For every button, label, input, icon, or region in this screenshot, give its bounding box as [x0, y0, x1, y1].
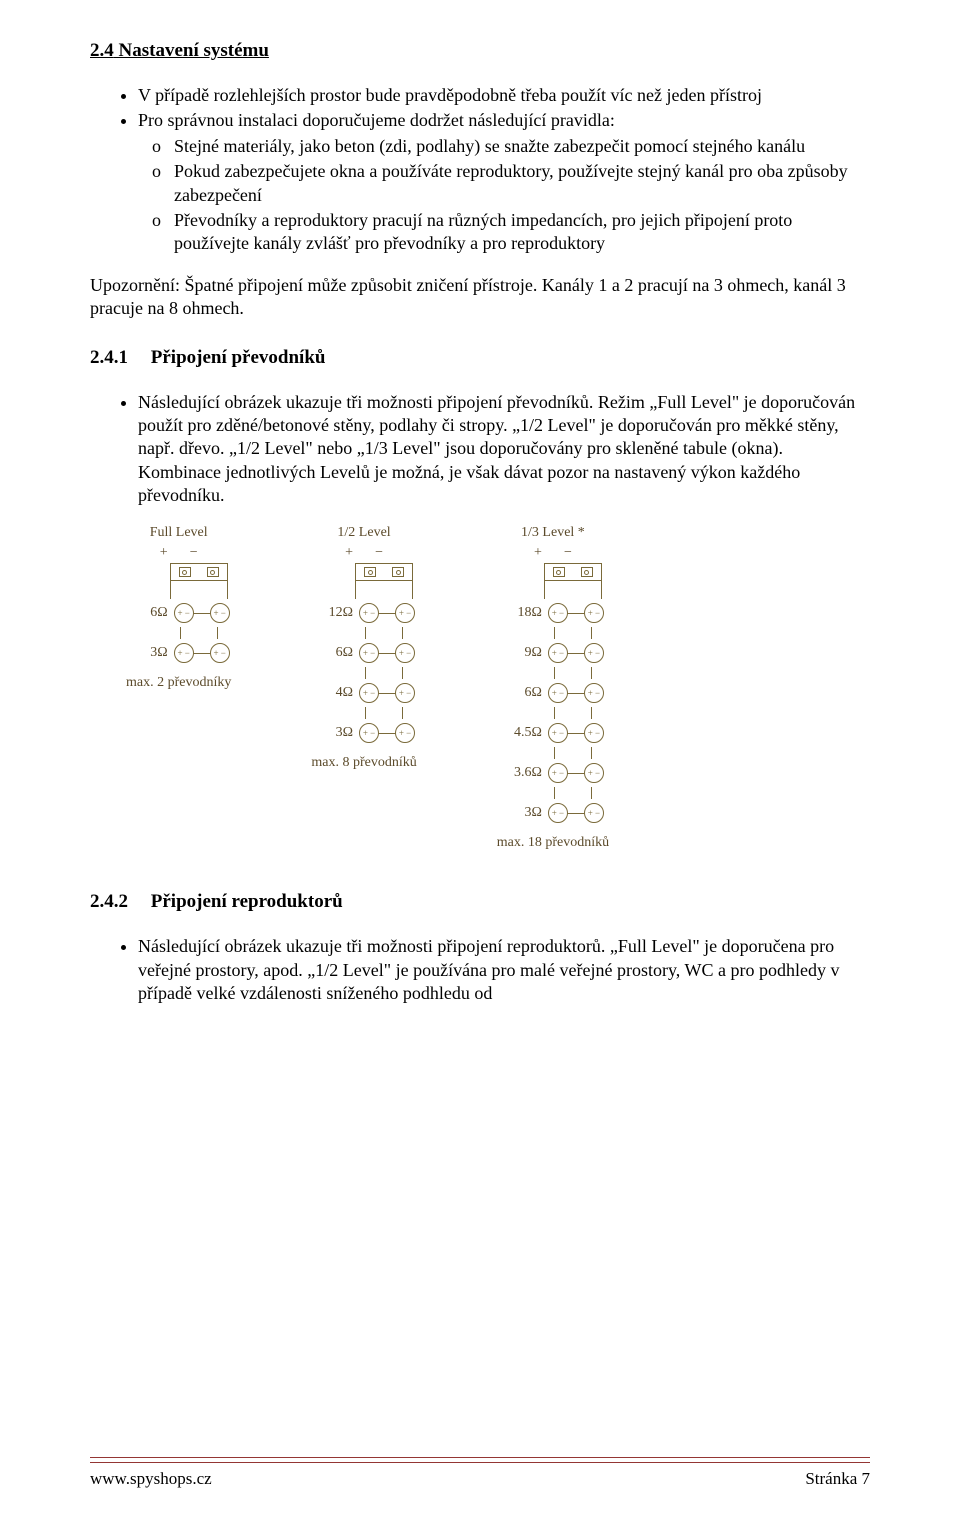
subsection-number: 2.4.1 — [90, 347, 128, 368]
terminal-box — [170, 563, 228, 581]
diagram-polarity: + − — [345, 545, 383, 561]
sub241-bullets: Následující obrázek ukazuje tři možnosti… — [90, 391, 870, 508]
page: 2.4 Nastavení systému V případě rozlehle… — [0, 0, 960, 1515]
plus-label: + — [534, 545, 542, 561]
bullet-text: Pro správnou instalaci doporučujeme dodr… — [138, 110, 615, 130]
impedance-label: 3Ω — [128, 645, 174, 661]
bullet-item: Následující obrázek ukazuje tři možnosti… — [138, 391, 870, 508]
impedance-label: 9Ω — [502, 645, 548, 661]
sub-bullet-item: Pokud zabezpečujete okna a používáte rep… — [174, 160, 870, 207]
diagram-col-title: Full Level — [150, 525, 208, 541]
footer-left: www.spyshops.cz — [90, 1469, 212, 1489]
diagram-column-full-level: Full Level + − 6Ω + − + − — [126, 525, 231, 851]
subsection-241-title: 2.4.1 Připojení převodníků — [90, 347, 870, 369]
sub-bullet-item: Převodníky a reproduktory pracují na růz… — [174, 209, 870, 256]
impedance-label: 3.6Ω — [502, 765, 548, 781]
node-pair: + − + − — [174, 603, 230, 623]
sub-bullet-item: Stejné materiály, jako beton (zdi, podla… — [174, 135, 870, 158]
diagram-polarity: + − — [160, 545, 198, 561]
footer-rule — [90, 1457, 870, 1463]
impedance-label: 6Ω — [313, 645, 359, 661]
node-pair: + − + − — [174, 643, 230, 663]
bullet-item: V případě rozlehlejších prostor bude pra… — [138, 84, 870, 107]
section-title-text: Nastavení systému — [119, 40, 269, 61]
impedance-label: 12Ω — [313, 605, 359, 621]
footer-right: Stránka 7 — [805, 1469, 870, 1489]
sub-bullets: Stejné materiály, jako beton (zdi, podla… — [138, 135, 870, 256]
connection-diagram: Full Level + − 6Ω + − + − — [126, 525, 870, 851]
subsection-title-text: Připojení reproduktorů — [151, 891, 343, 912]
plus-label: + — [160, 545, 168, 561]
max-label: max. 2 převodníky — [126, 675, 231, 691]
terminal-box — [355, 563, 413, 581]
diagram-column-third-level: 1/3 Level * + − 18Ω + −+ − 9Ω + −+ − — [497, 525, 609, 851]
bullet-item: Pro správnou instalaci doporučujeme dodr… — [138, 109, 870, 255]
minus-label: − — [564, 545, 572, 561]
max-label: max. 8 převodníků — [311, 755, 416, 771]
subsection-number: 2.4.2 — [90, 891, 128, 912]
diagram-col-title: 1/2 Level — [337, 525, 390, 541]
impedance-label: 18Ω — [502, 605, 548, 621]
impedance-label: 6Ω — [502, 685, 548, 701]
impedance-label: 6Ω — [128, 605, 174, 621]
section-title: 2.4 Nastavení systému — [90, 40, 870, 62]
subsection-title-text: Připojení převodníků — [151, 347, 326, 368]
minus-label: − — [190, 545, 198, 561]
terminal-box — [544, 563, 602, 581]
impedance-label: 3Ω — [502, 805, 548, 821]
section-number: 2.4 — [90, 40, 114, 61]
main-bullets: V případě rozlehlejších prostor bude pra… — [90, 84, 870, 256]
warning-paragraph: Upozornění: Špatné připojení může způsob… — [90, 274, 870, 321]
plus-label: + — [345, 545, 353, 561]
diagram-col-title: 1/3 Level * — [521, 525, 585, 541]
impedance-label: 3Ω — [313, 725, 359, 741]
impedance-label: 4Ω — [313, 685, 359, 701]
diagram-polarity: + − — [534, 545, 572, 561]
max-label: max. 18 převodníků — [497, 835, 609, 851]
sub242-bullets: Následující obrázek ukazuje tři možnosti… — [90, 935, 870, 1005]
impedance-label: 4.5Ω — [502, 725, 548, 741]
page-footer: www.spyshops.cz Stránka 7 — [90, 1469, 870, 1489]
bullet-item: Následující obrázek ukazuje tři možnosti… — [138, 935, 870, 1005]
subsection-242-title: 2.4.2 Připojení reproduktorů — [90, 891, 870, 913]
minus-label: − — [375, 545, 383, 561]
diagram-column-half-level: 1/2 Level + − 12Ω + −+ − 6Ω + −+ − — [311, 525, 416, 851]
